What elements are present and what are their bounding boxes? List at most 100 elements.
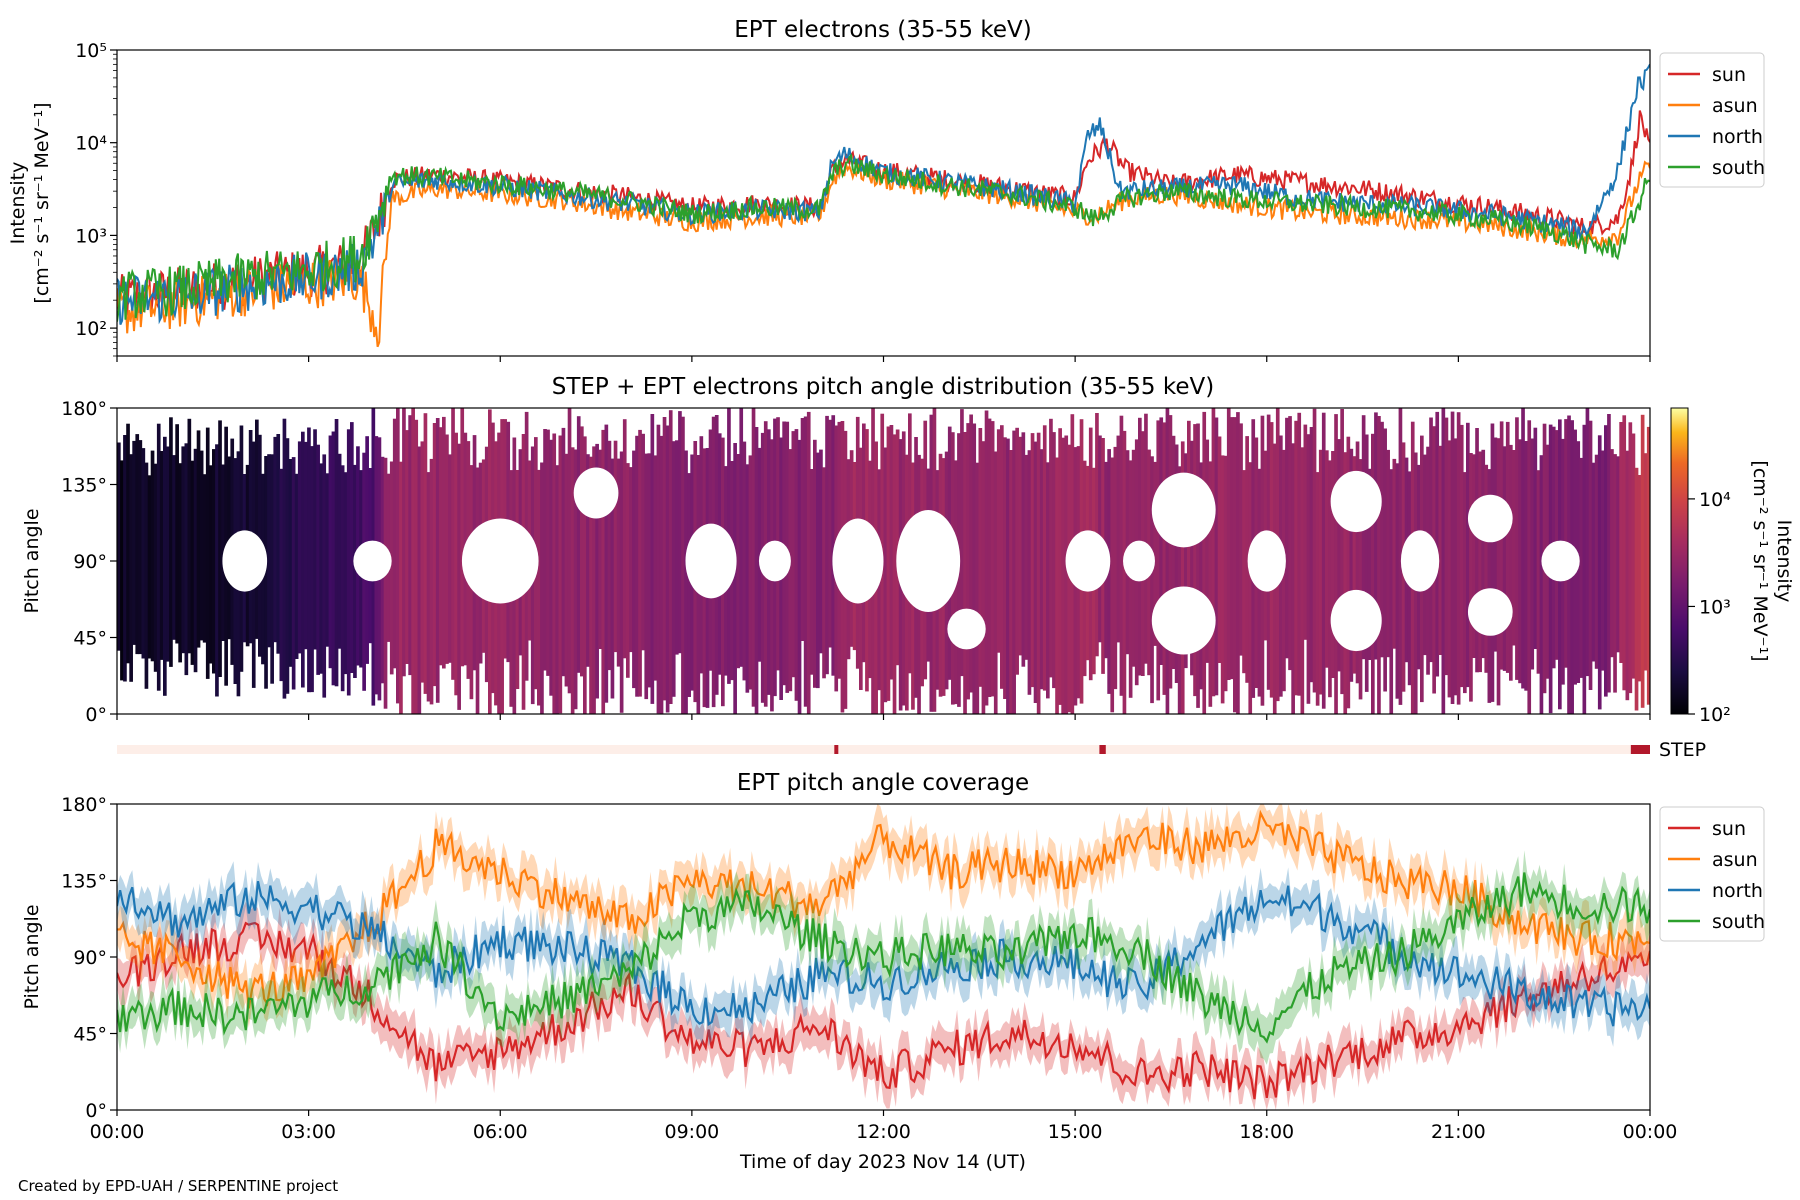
heatmap-gap [832,518,884,604]
heatmap-gap [1151,586,1216,655]
heatmap-column [1643,453,1648,671]
heatmap-column [1490,423,1495,702]
heatmap-column [555,465,560,714]
heatmap-column [1591,462,1596,662]
heatmap-gap [1330,589,1382,652]
heatmap-column [1230,417,1234,680]
heatmap-column [558,435,563,714]
heatmap-column [1496,438,1501,706]
heatmap-column [325,473,330,647]
heatmap-column [1386,449,1390,658]
heatmap-column [307,427,311,693]
heatmap-column [1530,438,1535,670]
heatmap-column [616,458,621,667]
heatmap-column [294,473,299,659]
heatmap-column [1640,414,1645,708]
heatmap-column [622,419,627,659]
heatmap-column [1153,461,1157,646]
heatmap-column [1358,459,1363,700]
heatmap-column [629,467,633,653]
heatmap-column [816,452,820,689]
heatmap-column [1346,436,1351,709]
heatmap-column [1052,432,1056,689]
heatmap-column [1604,425,1608,697]
heatmap-column [1180,441,1185,714]
heatmap-column [1058,428,1062,705]
heatmap-gap [947,608,986,650]
heatmap-gap [758,540,791,582]
heatmap-column [267,454,271,648]
heatmap-column [990,421,995,697]
coverage-panel: EPT pitch angle coverage 0° 45° 90° 135° 180… [21,770,1765,1173]
heatmap-column [1021,432,1026,667]
heatmap-column [1328,460,1332,698]
heatmap-column [411,408,415,714]
heatmap-column [448,454,452,663]
heatmap-column [1352,456,1357,674]
heatmap-column [889,425,894,680]
heatmap-column [1364,434,1369,692]
heatmap-column [1518,439,1522,684]
heatmap-column [791,431,796,678]
intensity-panel-title: EPT electrons (35-55 keV) [734,17,1031,43]
heatmap-column [822,467,826,679]
heatmap-column [451,408,455,680]
legend-entry-north: north [1712,880,1763,902]
heatmap-column [163,436,167,696]
heatmap-column [408,415,412,676]
heatmap-column [1309,427,1314,683]
heatmap-column [1036,432,1041,714]
heatmap-column [1484,464,1489,673]
heatmap-column [601,429,606,714]
heatmap-column [264,456,268,689]
heatmap-column [604,424,609,703]
heatmap-column [794,429,799,701]
heatmap-column [1049,418,1053,678]
heatmap-column [304,441,308,650]
pad-yticks: 0° 45° 90° 135° 180° [61,398,117,726]
heatmap-gap [222,530,268,592]
heatmap-column [1459,424,1464,688]
heatmap-column [438,427,443,666]
heatmap-column [635,435,639,697]
heatmap-column [1012,430,1016,714]
heatmap-column [1248,462,1253,714]
heatmap-column [1466,422,1470,688]
heatmap-column [583,436,587,714]
heatmap-column [316,444,320,675]
heatmap-column [270,454,274,684]
heatmap-column [736,454,740,669]
heatmap-column [1009,450,1013,714]
heatmap-column [1318,449,1323,695]
coverage-band-north [117,861,1650,1047]
heatmap-column [132,440,136,645]
heatmap-column [757,447,762,662]
heatmap-column [1475,428,1479,673]
heatmap-column [343,472,348,675]
heatmap-column [969,414,973,693]
heatmap-column [1361,415,1366,660]
heatmap-column [1208,461,1213,707]
heatmap-column [1588,420,1593,690]
legend-entry-south: south [1712,157,1765,179]
heatmap-column [819,449,823,654]
ytick-label: 180° [61,794,107,816]
heatmap-column [1499,421,1504,670]
heatmap-column [460,408,465,667]
heatmap-column [1481,449,1486,659]
heatmap-column [540,462,544,714]
heatmap-column [1024,454,1029,660]
intensity-ylabel-units: [cm⁻² s⁻¹ sr⁻¹ MeV⁻¹] [31,102,53,303]
heatmap-column [1288,416,1292,671]
heatmap-column [196,430,201,648]
heatmap-column [681,416,685,714]
heatmap-column [1226,408,1231,680]
heatmap-gap [1151,472,1216,548]
heatmap-column [960,409,964,677]
heatmap-column [184,443,189,676]
heatmap-column [883,447,888,703]
heatmap-column [1450,411,1455,704]
coverage-legend: sun asun north south [1659,806,1765,942]
coverage-series-group [117,804,1650,1110]
